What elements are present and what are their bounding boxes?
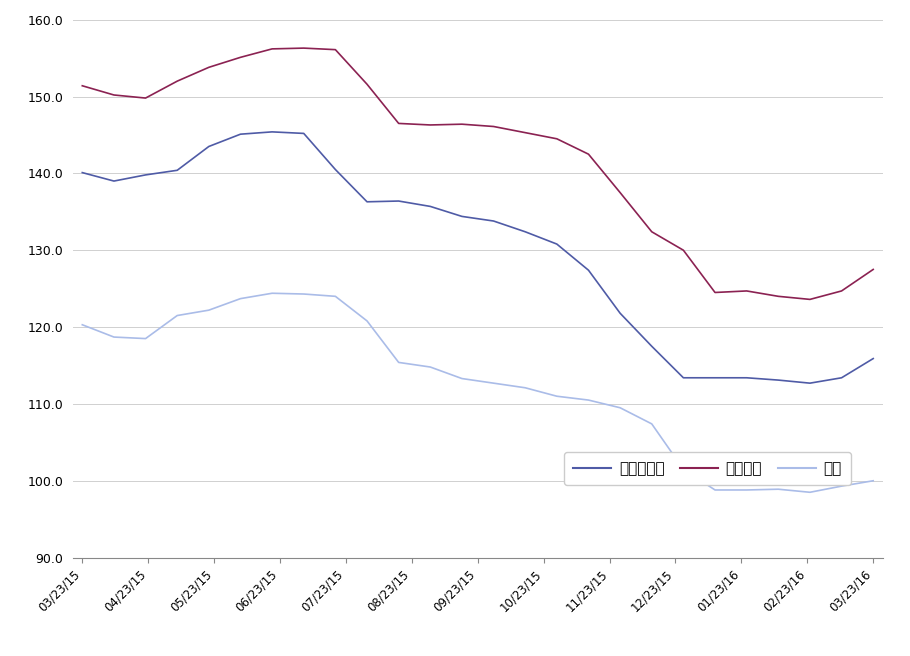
Legend: レギュラー, ハイオク, 軽油: レギュラー, ハイオク, 軽油	[564, 452, 851, 485]
